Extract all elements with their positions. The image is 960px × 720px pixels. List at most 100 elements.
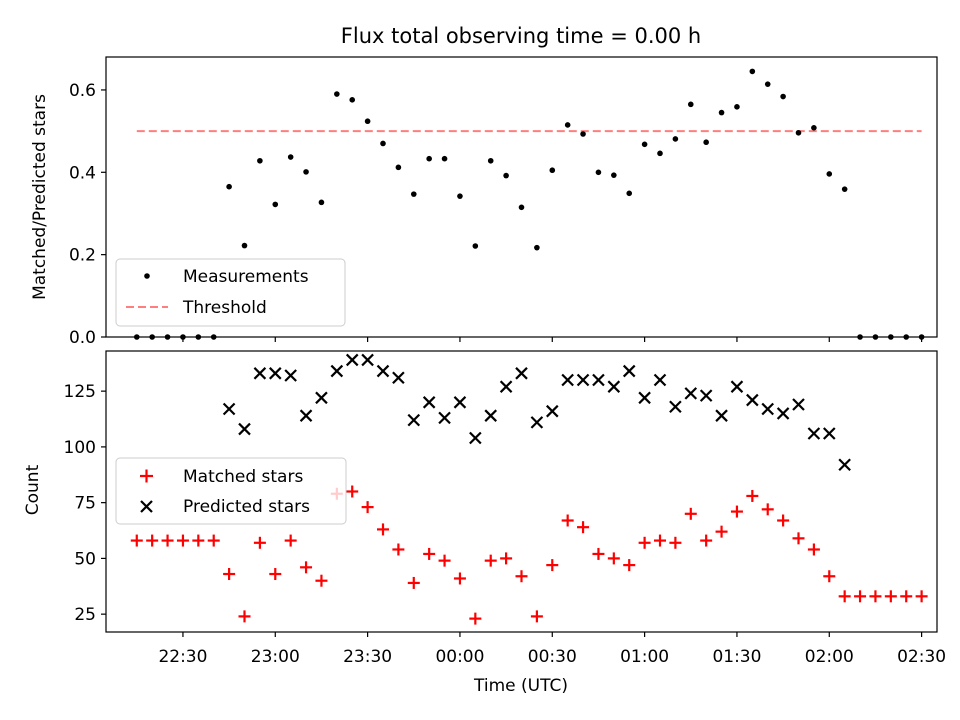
- matched-star-point: [654, 534, 666, 547]
- x-tick-label: 00:00: [435, 647, 484, 667]
- measurement-point: [364, 118, 371, 125]
- predicted-star-point: [669, 400, 682, 414]
- matched-star-point: [577, 521, 590, 534]
- matched-star-point: [392, 543, 405, 556]
- matched-star-point: [684, 507, 697, 520]
- measurement-point: [718, 109, 725, 116]
- predicted-star-point: [715, 409, 728, 422]
- ratio-legend-box: [115, 258, 346, 327]
- measurement-point: [503, 172, 509, 179]
- matched-star-point: [807, 543, 820, 556]
- predicted-star-point: [653, 373, 667, 387]
- matched-star-point: [500, 552, 513, 565]
- predicted-star-point: [484, 409, 498, 422]
- measurement-point: [580, 131, 586, 137]
- matched-star-point: [592, 547, 605, 560]
- measurement-point: [611, 172, 617, 178]
- predicted-star-point: [515, 367, 528, 380]
- measurement-point: [534, 244, 540, 251]
- matched-star-point: [854, 590, 867, 603]
- predicted-star-point: [499, 380, 513, 393]
- count-y-tick-label: 50: [74, 549, 96, 569]
- predicted-star-point: [638, 391, 651, 405]
- measurements-legend-marker: [144, 273, 150, 279]
- matched-star-point: [869, 590, 882, 603]
- predicted-star-point: [422, 396, 436, 409]
- measurement-point: [595, 169, 602, 176]
- matched-star-point: [469, 612, 482, 625]
- measurement-point: [657, 150, 663, 157]
- matched-star-point: [607, 552, 620, 565]
- x-axis-label: Time (UTC): [473, 676, 568, 696]
- predicted-star-point: [315, 391, 328, 405]
- x-tick-label: 23:00: [251, 647, 300, 667]
- predicted-legend-marker: [140, 500, 153, 513]
- measurement-point: [672, 136, 679, 142]
- predicted-star-point: [545, 404, 559, 418]
- measurement-point: [272, 201, 279, 208]
- predicted-star-point: [592, 373, 605, 387]
- matched-star-point: [361, 501, 374, 514]
- predicted-star-point: [438, 411, 451, 425]
- matched-star-point: [315, 574, 328, 587]
- predicted-star-point: [761, 402, 775, 416]
- matched-star-point: [438, 554, 451, 567]
- measurement-point: [395, 164, 402, 171]
- matched-star-point: [530, 610, 543, 623]
- measurement-point: [780, 93, 786, 100]
- predicted-star-point: [699, 389, 713, 402]
- predicted-star-point: [561, 373, 574, 387]
- ratio-y-tick-label: 0.4: [69, 163, 96, 183]
- predicted-star-point: [822, 427, 836, 440]
- matched-star-point: [161, 534, 174, 547]
- ratio-axes-frame: [105, 56, 938, 338]
- predicted-star-point: [222, 402, 236, 416]
- matched-star-point: [284, 534, 297, 547]
- matched-star-point: [546, 559, 559, 572]
- predicted-star-point: [238, 422, 251, 436]
- measurement-point: [257, 157, 263, 164]
- predicted-star-point: [345, 353, 359, 367]
- measurement-point: [749, 68, 756, 75]
- measurement-point: [703, 139, 709, 146]
- predicted-star-point: [622, 364, 636, 378]
- measurement-point: [441, 155, 448, 162]
- matched-star-point: [269, 568, 282, 581]
- predicted-star-point: [776, 407, 790, 420]
- count-plot-area: 25 50 75 100 125 22:30 23:00 23:30 00:00 00:30 01:…: [64, 353, 946, 667]
- x-tick-label: 00:30: [528, 647, 577, 667]
- predicted-star-point: [376, 364, 390, 378]
- predicted-star-point: [530, 416, 544, 429]
- measurement-point: [318, 199, 325, 206]
- predicted-star-point: [453, 396, 467, 409]
- count-axes-frame: [105, 350, 938, 633]
- measurement-point: [687, 101, 694, 108]
- matched-star-point: [838, 590, 851, 603]
- matched-star-point: [146, 534, 159, 547]
- predicted-star-point: [268, 367, 282, 380]
- count-y-tick-label: 25: [74, 605, 96, 625]
- matched-star-point: [207, 534, 220, 547]
- matched-star-point: [238, 610, 251, 623]
- measurement-point: [349, 97, 356, 103]
- measurement-point: [795, 129, 802, 136]
- measurement-point: [626, 190, 633, 197]
- x-tick-label: 23:30: [343, 647, 392, 667]
- matched-star-point: [700, 534, 713, 547]
- measurement-point: [518, 204, 525, 211]
- measurement-point: [241, 242, 248, 249]
- matched-star-point: [130, 534, 143, 547]
- predicted-star-point: [730, 380, 744, 393]
- matched-star-point: [761, 503, 774, 516]
- predicted-legend-label: Predicted stars: [183, 497, 310, 517]
- ratio-y-tick-label: 0.0: [69, 328, 96, 348]
- measurement-point: [811, 125, 817, 131]
- matched-star-point: [223, 568, 236, 581]
- predicted-star-point: [746, 393, 759, 407]
- matched-star-point: [730, 505, 743, 518]
- matched-star-point: [346, 485, 359, 498]
- measurement-point: [487, 157, 494, 164]
- measurement-point: [303, 169, 309, 175]
